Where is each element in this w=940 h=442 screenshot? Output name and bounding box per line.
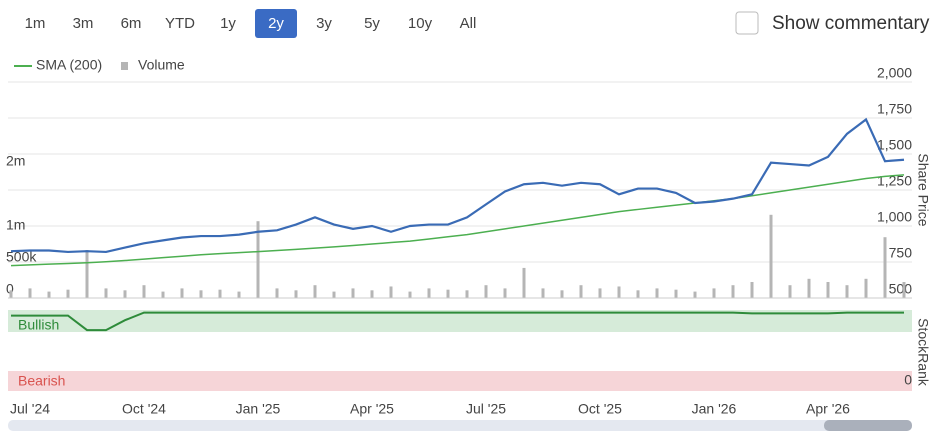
volume-bar bbox=[731, 285, 735, 298]
y-tick-label: 1,000 bbox=[877, 209, 912, 225]
volume-bar bbox=[256, 221, 260, 298]
range-button[interactable]: All bbox=[460, 15, 477, 32]
bullish-label: Bullish bbox=[18, 317, 59, 333]
volume-bar bbox=[902, 282, 906, 298]
x-tick-label: Jan '26 bbox=[692, 401, 737, 417]
volume-bar bbox=[864, 278, 868, 298]
range-button[interactable]: 6m bbox=[121, 15, 142, 32]
volume-bar bbox=[218, 289, 222, 298]
scrollbar-thumb[interactable] bbox=[824, 420, 912, 431]
volume-bar bbox=[123, 290, 127, 298]
volume-bar bbox=[883, 237, 887, 298]
y-tick-label: 750 bbox=[889, 245, 913, 261]
volume-bar bbox=[237, 291, 241, 298]
volume-bar bbox=[560, 290, 564, 298]
y2-tick-label: 2m bbox=[6, 153, 25, 169]
volume-bar bbox=[522, 267, 526, 298]
stockrank-title: StockRank bbox=[915, 318, 931, 387]
y2-tick-label: 500k bbox=[6, 249, 37, 265]
range-button-active[interactable] bbox=[255, 9, 297, 38]
volume-bar bbox=[313, 285, 317, 298]
range-button[interactable]: 10y bbox=[408, 15, 433, 32]
volume-bar bbox=[769, 214, 773, 298]
range-button[interactable]: 1y bbox=[220, 15, 236, 32]
volume-bar bbox=[503, 288, 507, 298]
range-button[interactable]: 3m bbox=[73, 15, 94, 32]
volume-bar bbox=[845, 285, 849, 298]
volume-bar bbox=[655, 288, 659, 298]
x-tick-label: Jan '25 bbox=[236, 401, 281, 417]
x-tick-label: Oct '25 bbox=[578, 401, 622, 417]
range-button[interactable]: 5y bbox=[364, 15, 380, 32]
y-tick-label: 1,500 bbox=[877, 137, 912, 153]
legend-label[interactable]: Volume bbox=[138, 57, 185, 73]
range-button[interactable]: 3y bbox=[316, 15, 332, 32]
volume-bar bbox=[294, 290, 298, 298]
volume-bar bbox=[484, 285, 488, 298]
volume-bar bbox=[275, 288, 279, 298]
x-tick-label: Oct '24 bbox=[122, 401, 166, 417]
y2-tick-label: 0 bbox=[6, 281, 14, 297]
x-tick-label: Apr '25 bbox=[350, 401, 394, 417]
stockrank-tick-label: 0 bbox=[904, 372, 912, 388]
range-button[interactable]: 2y bbox=[268, 15, 284, 32]
x-tick-label: Jul '25 bbox=[466, 401, 506, 417]
volume-bar bbox=[28, 288, 32, 298]
x-tick-label: Apr '26 bbox=[806, 401, 850, 417]
commentary-checkbox[interactable] bbox=[735, 11, 759, 35]
volume-bar bbox=[807, 278, 811, 298]
stockrank-line bbox=[11, 311, 904, 332]
y-tick-label: 1,750 bbox=[877, 101, 912, 117]
volume-bar bbox=[161, 291, 165, 298]
legend-swatch bbox=[121, 62, 128, 70]
volume-bar bbox=[389, 286, 393, 298]
volume-bar bbox=[199, 290, 203, 298]
price-line bbox=[10, 117, 905, 254]
volume-bar bbox=[674, 289, 678, 298]
volume-bar bbox=[826, 282, 830, 298]
x-tick-label: Jul '24 bbox=[10, 401, 50, 417]
volume-bar bbox=[446, 289, 450, 298]
volume-bar bbox=[712, 288, 716, 298]
volume-bar bbox=[66, 289, 70, 298]
scrollbar-track[interactable] bbox=[8, 420, 912, 431]
sma-line bbox=[10, 174, 905, 267]
volume-bar bbox=[693, 291, 697, 298]
volume-bar bbox=[636, 290, 640, 298]
y-axis-title: Share Price bbox=[915, 153, 931, 226]
commentary-label[interactable]: Show commentary bbox=[772, 13, 930, 34]
volume-bar bbox=[598, 288, 602, 298]
volume-bar bbox=[370, 290, 374, 298]
y2-tick-label: 1m bbox=[6, 217, 25, 233]
volume-bar bbox=[47, 291, 51, 298]
range-button[interactable]: YTD bbox=[165, 15, 195, 32]
volume-bar bbox=[408, 291, 412, 298]
y-tick-label: 2,000 bbox=[877, 65, 912, 81]
volume-bar bbox=[85, 250, 89, 298]
y-tick-label: 500 bbox=[889, 281, 913, 297]
volume-bar bbox=[351, 288, 355, 298]
range-button[interactable]: 1m bbox=[25, 15, 46, 32]
volume-bar bbox=[332, 291, 336, 298]
volume-bar bbox=[142, 285, 146, 298]
volume-bar bbox=[180, 288, 184, 298]
volume-bar bbox=[617, 286, 621, 298]
volume-bar bbox=[465, 290, 469, 298]
volume-bar bbox=[788, 285, 792, 298]
bearish-label: Bearish bbox=[18, 373, 65, 389]
volume-bar bbox=[750, 282, 754, 298]
volume-bar bbox=[579, 285, 583, 298]
bearish-band bbox=[8, 371, 912, 391]
volume-bar bbox=[541, 288, 545, 298]
volume-bar bbox=[9, 290, 13, 298]
volume-bar bbox=[427, 288, 431, 298]
bullish-band bbox=[8, 310, 912, 332]
range-buttons: 1m 3m 6m YTD 1y 2y 3y 5y 10y All bbox=[25, 9, 477, 38]
legend-label[interactable]: SMA (200) bbox=[36, 57, 102, 73]
volume-bar bbox=[104, 288, 108, 298]
